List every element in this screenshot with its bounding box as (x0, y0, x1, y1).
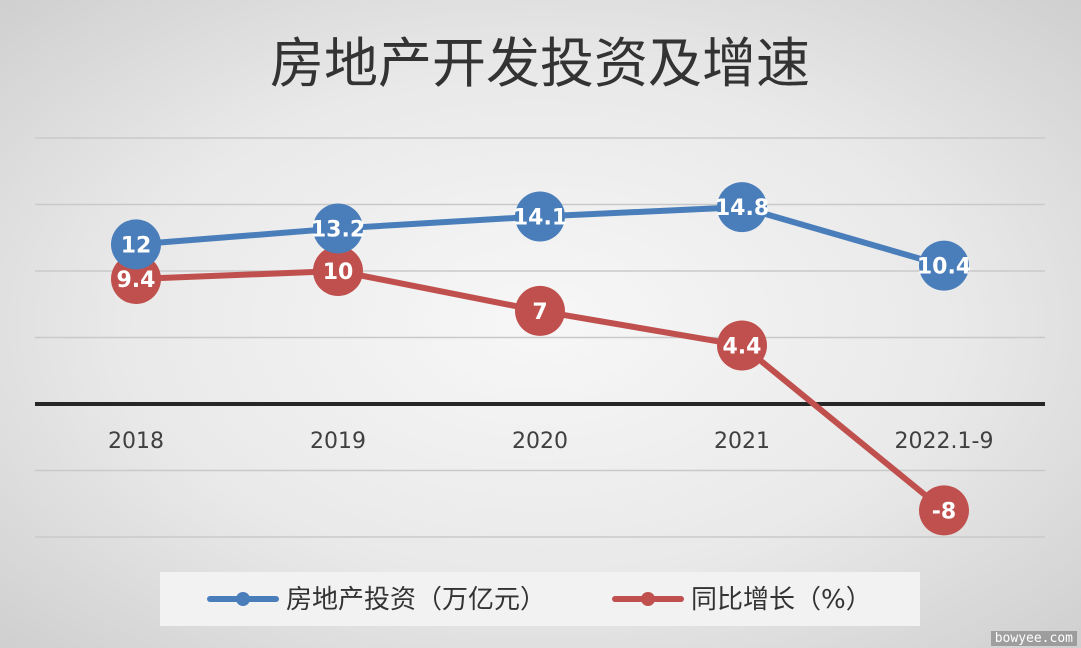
data-point (515, 191, 565, 242)
x-tick-label: 2022.1-9 (895, 429, 994, 454)
legend-label: 同比增长（%） (691, 585, 872, 615)
data-point (919, 485, 969, 536)
series-1: 9.4 10 7 4.4 -8 (111, 246, 969, 536)
data-label: 12 (121, 233, 152, 258)
data-label: 14.1 (513, 205, 567, 230)
legend-box (160, 572, 920, 626)
data-label: 4.4 (723, 334, 762, 359)
x-tick-label: 2018 (108, 429, 164, 454)
x-axis-ticks: 2018 2019 2020 2021 2022.1-9 (108, 429, 993, 454)
legend-marker (641, 592, 655, 606)
data-label: 10.4 (917, 255, 971, 280)
data-label: 14.8 (715, 196, 769, 221)
data-point (717, 320, 767, 371)
x-tick-label: 2019 (310, 429, 366, 454)
data-point (515, 285, 565, 336)
data-point (111, 219, 161, 270)
data-point (313, 246, 363, 296)
data-label: -8 (932, 499, 956, 524)
series-0: 12 13.2 14.1 14.8 10.4 (111, 182, 971, 291)
data-label: 7 (532, 300, 547, 325)
data-point (313, 203, 363, 254)
data-label: 9.4 (117, 268, 156, 293)
data-point (717, 182, 767, 233)
x-tick-label: 2021 (714, 429, 770, 454)
x-tick-label: 2020 (512, 429, 568, 454)
legend: 房地产投资（万亿元） 同比增长（%） (160, 572, 920, 626)
data-point (919, 240, 969, 291)
legend-marker (236, 592, 250, 606)
watermark: bowyee.com (990, 631, 1077, 646)
data-label: 13.2 (311, 217, 365, 242)
data-point (111, 253, 161, 304)
series-layer: 9.4 10 7 4.4 -8 12 13.2 14.1 14.8 10.4 (111, 182, 971, 536)
chart-title: 房地产开发投资及增速 (270, 32, 810, 95)
legend-label: 房地产投资（万亿元） (286, 585, 546, 615)
data-label: 10 (323, 260, 354, 285)
